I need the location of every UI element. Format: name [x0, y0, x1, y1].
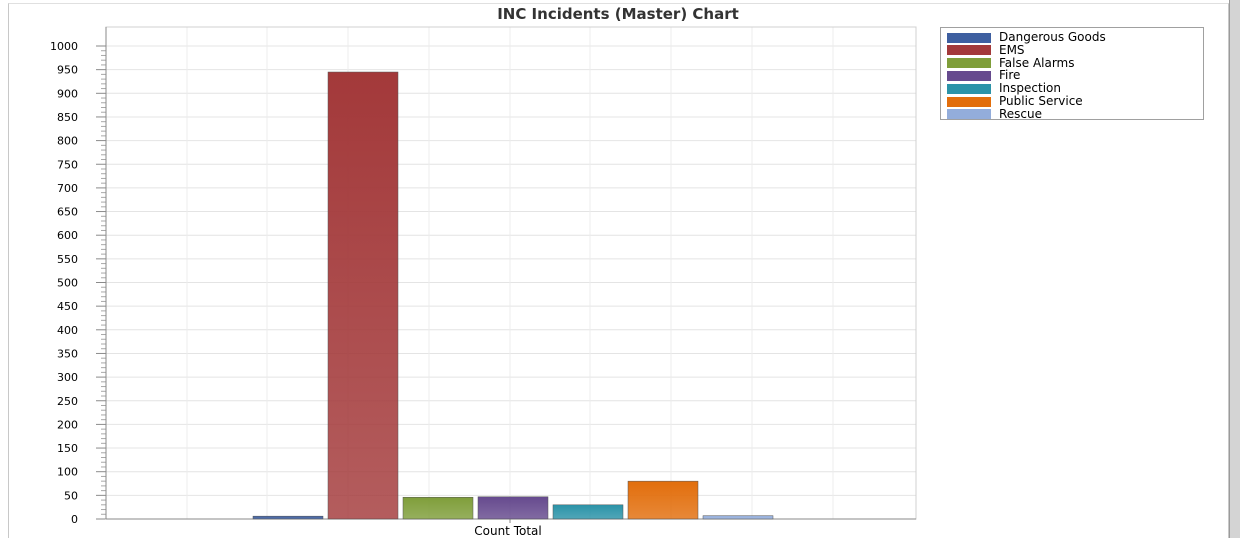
- legend-item: Fire: [947, 69, 1020, 82]
- y-tick-label: 300: [57, 371, 78, 384]
- bar-public-service: [627, 480, 699, 520]
- legend-swatch: [947, 83, 991, 94]
- bar-false-alarms: [402, 496, 474, 520]
- y-tick-label: 600: [57, 229, 78, 242]
- top-margin: [0, 0, 1229, 3]
- legend-item: Public Service: [947, 95, 1083, 108]
- y-tick-label: 800: [57, 135, 78, 148]
- window-border: [1229, 0, 1240, 538]
- legend-label: Rescue: [999, 106, 1043, 121]
- y-tick-label: 550: [57, 253, 78, 266]
- y-tick-label: 750: [57, 158, 78, 171]
- y-tick-label: 850: [57, 111, 78, 124]
- left-margin: [0, 0, 8, 538]
- y-tick-label: 150: [57, 442, 78, 455]
- legend-swatch: [947, 32, 991, 43]
- bars: [252, 71, 774, 520]
- bar-dangerous-goods: [252, 515, 324, 520]
- legend-item: Inspection: [947, 82, 1061, 95]
- y-tick-label: 650: [57, 206, 78, 219]
- legend-swatch: [947, 96, 991, 107]
- legend-label: EMS: [999, 42, 1025, 57]
- legend-swatch: [947, 45, 991, 56]
- y-tick-label: 50: [64, 489, 78, 502]
- x-tick-label: Count Total: [474, 524, 541, 538]
- y-tick-label: 250: [57, 395, 78, 408]
- y-tick-label: 950: [57, 64, 78, 77]
- y-tick-label: 1000: [50, 40, 78, 53]
- legend-swatch: [947, 58, 991, 69]
- bar-inspection: [552, 504, 624, 520]
- legend-item: Dangerous Goods: [947, 31, 1106, 44]
- y-tick-label: 350: [57, 347, 78, 360]
- legend-item: False Alarms: [947, 55, 1075, 70]
- legend-label: Dangerous Goods: [999, 30, 1106, 44]
- legend-label: False Alarms: [999, 55, 1075, 70]
- y-tick-label: 100: [57, 466, 78, 479]
- bar-rescue: [702, 515, 774, 520]
- legend-label: Public Service: [999, 94, 1083, 108]
- chart-title: INC Incidents (Master) Chart: [497, 5, 739, 23]
- y-tick-label: 700: [57, 182, 78, 195]
- y-tick-label: 200: [57, 418, 78, 431]
- grid-lines: [106, 27, 916, 520]
- legend: Dangerous Goods EMS False Alarms Fire Inspec…: [940, 27, 1204, 120]
- x-tick-labels: Count Total: [474, 524, 541, 538]
- legend-label: Inspection: [999, 81, 1061, 96]
- y-tick-label: 0: [71, 513, 78, 526]
- plot-area: [105, 26, 917, 520]
- bar-ems: [327, 71, 399, 520]
- legend-item: Rescue: [947, 106, 1043, 121]
- y-tick-label: 400: [57, 324, 78, 337]
- axes: [96, 26, 917, 523]
- y-tick-label: 500: [57, 277, 78, 290]
- bar-fire: [477, 496, 549, 520]
- y-tick-label: 450: [57, 300, 78, 313]
- legend-item: EMS: [947, 42, 1025, 57]
- legend-swatch: [947, 109, 991, 120]
- legend-swatch: [947, 70, 991, 81]
- y-tick-label: 900: [57, 87, 78, 100]
- y-tick-labels: 0 50 100 150 200 250 300 350 400 450 500 550 600 650 7…: [50, 40, 78, 526]
- legend-label: Fire: [999, 68, 1021, 83]
